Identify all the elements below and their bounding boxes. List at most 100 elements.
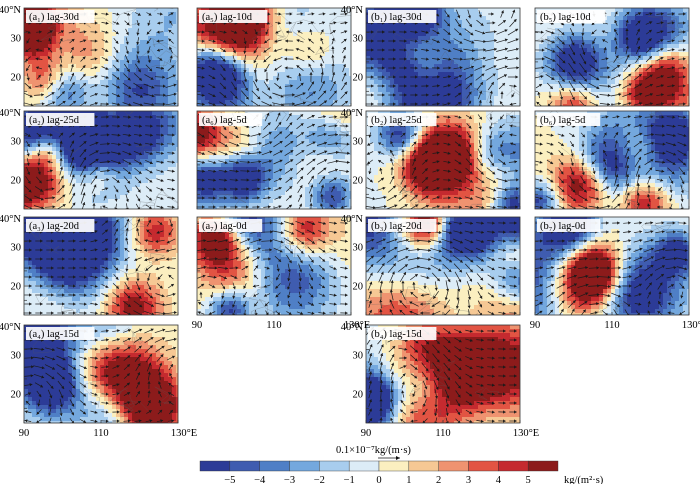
heat-cell (241, 76, 246, 81)
heat-cell (92, 40, 97, 45)
vector-arrow-head (105, 75, 109, 79)
heat-cell (140, 28, 145, 33)
heat-cell (72, 44, 77, 49)
heat-cell (32, 76, 37, 81)
heat-cell (277, 8, 282, 13)
heat-cell (591, 104, 596, 106)
heat-cell (543, 68, 548, 73)
heat-cell (305, 48, 310, 53)
heat-cell (567, 104, 572, 106)
heat-cell (434, 100, 439, 105)
heat-cell (329, 104, 334, 106)
heat-cell (128, 32, 133, 37)
heat-cell (659, 80, 664, 85)
heat-cell (24, 104, 29, 106)
heat-cell (277, 60, 282, 65)
vector-arrow-head (299, 21, 303, 25)
heat-cell (164, 40, 169, 45)
heat-cell (446, 12, 451, 17)
vector-arrow-head (393, 84, 396, 88)
heat-cell (422, 56, 427, 61)
heat-cell (273, 44, 278, 49)
heat-cell (599, 92, 604, 97)
heat-cell (88, 84, 93, 89)
heat-cell (683, 60, 688, 65)
heat-cell (655, 28, 660, 33)
vector-arrow-head (253, 60, 257, 63)
heat-cell (24, 96, 29, 101)
heat-cell (563, 24, 568, 29)
heat-cell (68, 56, 73, 61)
heat-cell (345, 40, 350, 45)
heat-cell (382, 104, 387, 106)
heat-cell (116, 8, 121, 13)
heat-cell (144, 28, 149, 33)
heat-cell (92, 76, 97, 81)
heat-cell (571, 28, 576, 33)
heat-cell (470, 68, 475, 73)
heat-cell (450, 52, 455, 57)
heat-cell (349, 64, 351, 69)
heat-cell (313, 84, 318, 89)
heat-cell (418, 36, 423, 41)
vector-arrow-head (504, 65, 508, 69)
heat-cell (108, 52, 113, 57)
heat-cell (249, 56, 254, 61)
heat-cell (88, 56, 93, 61)
heat-cell (337, 8, 342, 13)
heat-cell (647, 32, 652, 37)
heat-cell (80, 92, 85, 97)
heat-cell (24, 80, 29, 85)
heat-cell (635, 64, 640, 69)
heat-cell (100, 104, 105, 106)
heat-cell (434, 44, 439, 49)
heat-cell (140, 84, 145, 89)
heat-cell (679, 24, 684, 29)
heat-cell (607, 48, 612, 53)
heat-cell (482, 52, 487, 57)
heat-cell (148, 36, 153, 41)
heat-cell (607, 24, 612, 29)
heat-cell (675, 16, 680, 21)
vector-arrow-head (256, 88, 259, 92)
heat-cell (217, 92, 222, 97)
heat-cell (374, 64, 379, 69)
heat-cell (382, 28, 387, 33)
heat-cell (450, 88, 455, 93)
heat-cell (651, 48, 656, 53)
heat-cell (325, 88, 330, 93)
heat-cell (378, 96, 383, 101)
heat-cell (370, 28, 375, 33)
vector-arrow-head (222, 77, 226, 81)
heat-cell (221, 24, 226, 29)
vector-arrow-head (371, 84, 374, 88)
heat-cell (607, 100, 612, 105)
vector-arrow-head (382, 66, 385, 70)
heat-cell (337, 68, 342, 73)
heat-cell (253, 104, 258, 106)
heat-cell (108, 32, 113, 37)
heat-cell (249, 52, 254, 57)
heat-cell (442, 60, 447, 65)
heat-cell (607, 40, 612, 45)
heat-cell (607, 56, 612, 61)
heat-cell (458, 88, 463, 93)
heat-cell (28, 88, 33, 93)
heat-cell (205, 100, 210, 105)
heat-cell (205, 68, 210, 73)
heat-cell (289, 88, 294, 93)
heat-cell (337, 76, 342, 81)
heat-cell (341, 24, 346, 29)
heat-cell (386, 52, 391, 57)
heat-cell (635, 28, 640, 33)
heat-cell (442, 76, 447, 81)
heat-cell (305, 92, 310, 97)
heat-cell (490, 32, 495, 37)
heat-cell (555, 88, 560, 93)
heat-cell (72, 32, 77, 37)
heat-cell (683, 48, 688, 53)
heat-cell (269, 64, 274, 69)
vector-arrow-head (571, 32, 575, 36)
heat-cell (48, 52, 53, 57)
heat-cell (390, 96, 395, 101)
